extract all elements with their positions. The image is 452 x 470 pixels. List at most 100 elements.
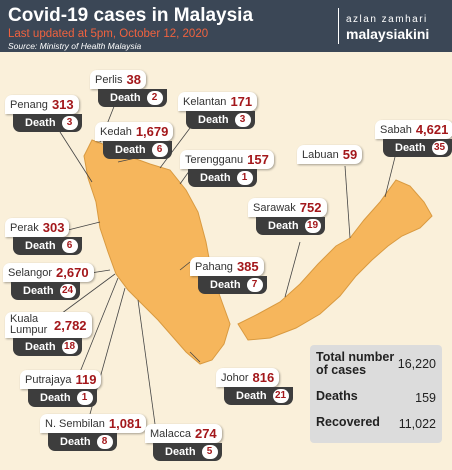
death-box: Death 8 xyxy=(48,433,117,451)
name-box: Terengganu 157 xyxy=(180,150,274,169)
death-label: Death xyxy=(25,341,56,353)
deaths: 18 xyxy=(61,340,78,354)
name-box: Penang 313 xyxy=(5,95,79,114)
state-label: Kelantan 171 Death 3 xyxy=(178,92,258,129)
state-name: N. Sembilan xyxy=(45,417,105,430)
cases: 119 xyxy=(75,372,97,387)
death-box: Death 3 xyxy=(186,111,255,129)
deaths: 21 xyxy=(272,389,289,403)
map xyxy=(49,103,433,425)
name-box: Johor 816 xyxy=(216,368,280,387)
state-name: Putrajaya xyxy=(25,373,72,386)
state-label: Perak 303 Death 6 xyxy=(5,218,82,255)
state-name: Labuan xyxy=(302,148,339,161)
name-box: Selangor 2,670 xyxy=(3,263,94,282)
header: Covid-19 cases in Malaysia Last updated … xyxy=(0,0,452,52)
death-label: Death xyxy=(395,142,426,154)
summary-label: Deaths xyxy=(316,389,358,403)
summary-value: 16,220 xyxy=(397,357,436,371)
name-box: Perak 303 xyxy=(5,218,70,237)
cases: 1,679 xyxy=(135,124,169,139)
death-box: Death 24 xyxy=(11,282,80,300)
peninsula xyxy=(83,139,231,365)
cases: 38 xyxy=(126,72,141,87)
cases: 385 xyxy=(236,259,259,274)
death-label: Death xyxy=(115,144,146,156)
deaths: 7 xyxy=(246,278,263,292)
cases: 171 xyxy=(230,94,253,109)
death-label: Death xyxy=(200,172,231,184)
deaths: 6 xyxy=(151,143,168,157)
death-box: Death 1 xyxy=(28,389,97,407)
death-box: Death 1 xyxy=(188,169,257,187)
death-label: Death xyxy=(165,446,196,458)
name-box: Pahang 385 xyxy=(190,257,264,276)
cases: 4,621 xyxy=(415,122,449,137)
state-name: Sarawak xyxy=(253,201,296,214)
cases: 2,782 xyxy=(54,317,87,333)
borneo xyxy=(237,179,433,341)
source: Source: Ministry of Health Malaysia xyxy=(8,41,142,51)
state-label: Malacca 274 Death 5 xyxy=(145,424,222,461)
summary: Total number of cases 16,220 Deaths 159 Reco… xyxy=(310,345,442,443)
cases: 157 xyxy=(247,152,269,167)
state-name: Malacca xyxy=(150,427,191,440)
cases: 59 xyxy=(342,147,358,162)
name-box: Perlis 38 xyxy=(90,70,146,89)
state-label: Putrajaya 119 Death 1 xyxy=(20,370,102,407)
state-name: Perak xyxy=(10,221,39,234)
state-name: Penang xyxy=(10,98,48,111)
deaths: 1 xyxy=(76,391,93,405)
name-box: Putrajaya 119 xyxy=(20,370,102,389)
brand-top: azlan zamhari xyxy=(346,14,428,25)
deaths: 6 xyxy=(61,239,78,253)
cases: 816 xyxy=(252,370,275,385)
death-box: Death 6 xyxy=(103,141,172,159)
death-box: Death 6 xyxy=(13,237,82,255)
cases: 2,670 xyxy=(56,265,89,280)
death-label: Death xyxy=(268,220,299,232)
death-label: Death xyxy=(210,279,241,291)
death-box: Death 18 xyxy=(13,338,82,356)
state-label: Terengganu 157 Death 1 xyxy=(180,150,274,187)
name-box: Kuala Lumpur 2,782 xyxy=(5,312,92,338)
name-box: N. Sembilan 1,081 xyxy=(40,414,147,433)
title: Covid-19 cases in Malaysia xyxy=(8,5,254,26)
state-name: Sabah xyxy=(380,123,412,136)
cases: 274 xyxy=(194,426,217,441)
name-box: Sabah 4,621 xyxy=(375,120,452,139)
name-box: Sarawak 752 xyxy=(248,198,327,217)
summary-label: Recovered xyxy=(316,415,380,429)
cases: 303 xyxy=(42,220,65,235)
state-name: Terengganu xyxy=(185,153,244,166)
death-label: Death xyxy=(25,240,56,252)
state-label: N. Sembilan 1,081 Death 8 xyxy=(40,414,147,451)
death-label: Death xyxy=(25,117,56,129)
death-label: Death xyxy=(110,92,141,104)
name-box: Malacca 274 xyxy=(145,424,222,443)
death-box: Death 21 xyxy=(224,387,293,405)
death-box: Death 2 xyxy=(98,89,167,107)
death-box: Death 19 xyxy=(256,217,325,235)
name-box: Kedah 1,679 xyxy=(95,122,174,141)
state-name: Kuala Lumpur xyxy=(10,313,48,336)
state-label: Johor 816 Death 21 xyxy=(216,368,293,405)
deaths: 3 xyxy=(61,116,78,130)
state-name: Perlis xyxy=(95,73,123,86)
state-name: Kelantan xyxy=(183,95,227,108)
state-label: Selangor 2,670 Death 24 xyxy=(3,263,94,300)
name-box: Kelantan 171 xyxy=(178,92,258,111)
death-box: Death 3 xyxy=(13,114,82,132)
state-label: Kuala Lumpur 2,782 Death 18 xyxy=(5,312,92,356)
deaths: 24 xyxy=(59,284,76,298)
death-label: Death xyxy=(60,436,91,448)
updated: Last updated at 5pm, October 12, 2020 xyxy=(8,28,209,40)
deaths: 1 xyxy=(236,171,253,185)
state-name: Johor xyxy=(221,371,249,384)
death-box: Death 7 xyxy=(198,276,267,294)
state-label: Pahang 385 Death 7 xyxy=(190,257,267,294)
cases: 1,081 xyxy=(108,416,142,431)
state-name: Kedah xyxy=(100,125,132,138)
death-label: Death xyxy=(198,114,229,126)
